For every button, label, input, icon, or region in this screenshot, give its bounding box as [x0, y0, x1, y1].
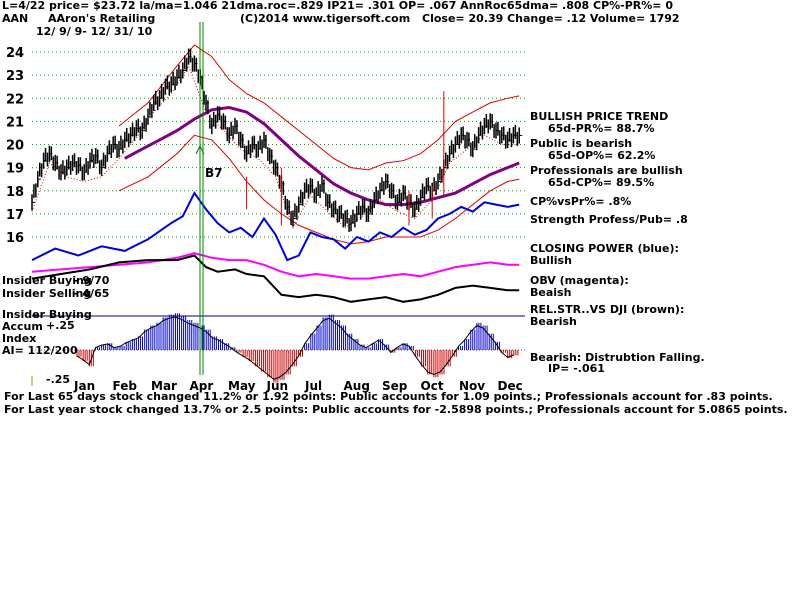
obv-state: Beaish	[530, 286, 572, 299]
y-tick-17: 17	[6, 208, 24, 223]
accum-state: Bearish: Distrubtion Falling.	[530, 351, 705, 364]
obv-path	[31, 252, 520, 280]
obv-line	[31, 252, 520, 280]
accum-plus: +.25	[46, 319, 75, 332]
closing-power-line	[31, 191, 520, 262]
copyright: (C)2014 www.tigersoft.com	[240, 12, 411, 25]
insider-buying-ratio: - 9/70	[74, 274, 110, 287]
date-range: 12/ 9/ 9- 12/ 31/ 10	[36, 25, 153, 38]
month-nov: Nov	[459, 379, 485, 393]
professionals: Professionals are bullish	[530, 164, 683, 177]
y-tick-16: 16	[6, 231, 24, 246]
upper-band-line	[118, 44, 520, 171]
y-tick-19: 19	[6, 162, 24, 177]
bollinger-bands	[31, 44, 520, 245]
cp-65d: 65d-CP%= 89.5%	[548, 176, 655, 189]
month-aug: Aug	[344, 379, 370, 393]
short-ma-line	[31, 64, 520, 229]
month-may: May	[228, 379, 256, 393]
y-tick-22: 22	[6, 92, 24, 107]
closing-power-path	[31, 191, 520, 262]
accum-label: Accum	[2, 320, 43, 333]
month-oct: Oct	[421, 379, 444, 393]
insider-buying-label-2: Insider Buying	[2, 308, 92, 321]
insider-selling-label: Insider Selling	[2, 287, 92, 300]
y-tick-24: 24	[6, 46, 24, 61]
relstr-label: REL.STR..VS DJI (brown):	[530, 303, 685, 316]
price-series	[31, 48, 523, 232]
month-dec: Dec	[498, 379, 523, 393]
y-tick-18: 18	[6, 185, 24, 200]
buy-signals	[195, 22, 205, 375]
bullish-trend: BULLISH PRICE TREND	[530, 110, 669, 123]
quote: Close= 20.39 Change= .12 Volume= 1792	[422, 12, 680, 25]
month-mar: Mar	[151, 379, 177, 393]
y-tick-21: 21	[6, 115, 24, 130]
y-axis-tick-labels: 16 17 18 19 20 21 22 23 24	[6, 46, 24, 246]
b7-arrow	[195, 144, 205, 155]
month-sep: Sep	[382, 379, 408, 393]
cpvspr: CP%vsPr%= .8%	[530, 195, 632, 208]
summary-year: For Last year stock changed 13.7% or 2.5…	[4, 403, 788, 416]
ma-65-line	[124, 105, 520, 207]
price-gridlines	[31, 51, 525, 386]
insider-buying-label: Insider Buying	[2, 274, 92, 287]
y-tick-20: 20	[6, 139, 24, 154]
header-metrics: L=4/22 price= $23.72 la/ma=1.046 21dma.r…	[2, 0, 673, 12]
accumulation-index	[76, 313, 519, 383]
obv-label: OBV (magenta):	[530, 274, 629, 287]
relstr-state: Bearish	[530, 315, 577, 328]
x-axis-month-labels: Jan Feb Mar Apr May Jun Jul Aug Sep Oct Nov Dec	[73, 379, 523, 393]
pr-65d: 65d-PR%= 88.7%	[548, 122, 655, 135]
accum-minus: -.25	[46, 373, 71, 386]
summary-65-days: For Last 65 days stock changed 11.2% or …	[4, 390, 773, 403]
accum-ma-line	[76, 316, 514, 380]
ticker-symbol: AAN	[2, 12, 29, 25]
company-name: AAron's Retailing	[48, 12, 156, 25]
ip-value: IP= -.061	[548, 362, 605, 375]
moving-average	[124, 105, 520, 207]
relative-strength-line	[31, 254, 520, 303]
index-label: Index	[2, 332, 37, 345]
insider-selling-ratio: - 4/65	[74, 287, 110, 300]
b7-signal-label: B7	[205, 166, 223, 180]
y-tick-23: 23	[6, 69, 24, 84]
relstr-path	[31, 254, 520, 303]
month-jul: Jul	[304, 379, 322, 393]
ai-label: AI= 112/200	[2, 344, 78, 357]
closing-power-state: Bullish	[530, 254, 572, 267]
month-jun: Jun	[266, 379, 289, 393]
op-65d: 65d-OP%= 62.2%	[548, 149, 656, 162]
month-apr: Apr	[190, 379, 214, 393]
public-bearish: Public is bearish	[530, 137, 633, 150]
strength: Strength Profess/Pub= .8	[530, 213, 688, 226]
month-feb: Feb	[113, 379, 138, 393]
month-jan: Jan	[73, 379, 95, 393]
closing-power-label: CLOSING POWER (blue):	[530, 242, 679, 255]
